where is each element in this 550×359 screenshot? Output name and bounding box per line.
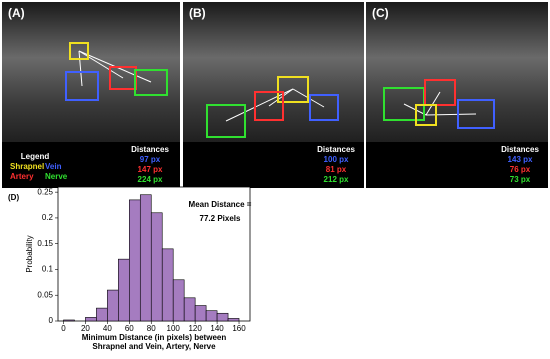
bar <box>172 279 185 322</box>
shrapnel-box <box>69 42 89 60</box>
bar <box>85 317 97 322</box>
x-tick-label: 60 <box>125 324 134 333</box>
y-axis-label: Probability <box>25 235 34 272</box>
image-panels <box>2 2 548 188</box>
shrapnel-box <box>277 76 309 103</box>
distance-value: 97 px <box>140 155 161 164</box>
bar <box>107 289 119 322</box>
legend-entry: Vein <box>45 162 62 171</box>
bar <box>139 194 152 322</box>
x-axis-label: Shrapnel and Vein, Artery, Nerve <box>92 342 216 351</box>
bar <box>194 305 207 322</box>
x-tick-label: 40 <box>103 324 112 333</box>
vein-box <box>309 94 339 121</box>
panel-label: (D) <box>8 193 19 202</box>
distance-value: 143 px <box>508 155 533 164</box>
vein-box <box>457 99 495 129</box>
caption-area <box>2 142 180 188</box>
arrow <box>225 88 294 122</box>
distances-title: Distances <box>131 145 169 154</box>
distance-value: 73 px <box>510 175 531 184</box>
legend-entry: Shrapnel <box>10 162 44 171</box>
distance-value: 212 px <box>324 175 349 184</box>
distance-value: 100 px <box>324 155 349 164</box>
distances-title: Distances <box>317 145 355 154</box>
bar <box>150 212 163 322</box>
legend-title: Legend <box>21 152 50 161</box>
panel-label: (C) <box>372 6 389 20</box>
x-tick-label: 120 <box>188 324 202 333</box>
distance-value: 224 px <box>138 175 163 184</box>
y-tick-label: 0.2 <box>42 213 54 222</box>
distances-title: Distances <box>501 145 539 154</box>
distance-value: 76 px <box>510 165 531 174</box>
distance-value: 81 px <box>326 165 347 174</box>
bar <box>205 310 218 322</box>
legend-entry: Nerve <box>45 172 68 181</box>
arrow <box>78 50 124 79</box>
bar <box>183 297 196 322</box>
x-tick-label: 0 <box>61 324 66 333</box>
nerve-box <box>134 69 168 96</box>
x-axis-label: Minimum Distance (in pixels) between <box>82 333 227 342</box>
arrow <box>425 113 477 116</box>
x-tick-label: 100 <box>167 324 181 333</box>
bar <box>63 319 75 322</box>
arrow <box>268 88 294 107</box>
bar <box>216 312 229 322</box>
x-tick-label: 20 <box>81 324 90 333</box>
panel-label: (A) <box>8 6 25 20</box>
arrow <box>78 50 83 87</box>
x-tick-label: 80 <box>147 324 156 333</box>
annotation: 77.2 Pixels <box>200 214 241 223</box>
y-tick-label: 0.15 <box>37 239 53 248</box>
x-tick-label: 160 <box>232 324 246 333</box>
legend-entry: Artery <box>10 172 34 181</box>
annotation: Mean Distance = <box>189 200 252 209</box>
y-tick-label: 0.05 <box>37 290 53 299</box>
bar <box>129 199 141 322</box>
y-tick-label: 0.25 <box>37 187 53 196</box>
bar <box>161 248 174 322</box>
distance-value: 147 px <box>138 165 163 174</box>
artery-box <box>254 91 284 121</box>
arrow <box>425 91 441 116</box>
vein-box <box>65 71 99 101</box>
x-tick-label: 140 <box>210 324 224 333</box>
panel-label: (B) <box>189 6 206 20</box>
artery-box <box>424 79 456 106</box>
bar <box>118 258 130 322</box>
bar <box>227 318 240 322</box>
nerve-box <box>206 104 246 138</box>
y-tick-label: 0 <box>49 316 54 325</box>
caption-area <box>183 142 364 188</box>
shrapnel-box <box>415 104 437 126</box>
bar <box>96 307 108 322</box>
caption-area <box>366 142 548 188</box>
y-tick-label: 0.1 <box>42 265 54 274</box>
annotations <box>65 42 495 138</box>
